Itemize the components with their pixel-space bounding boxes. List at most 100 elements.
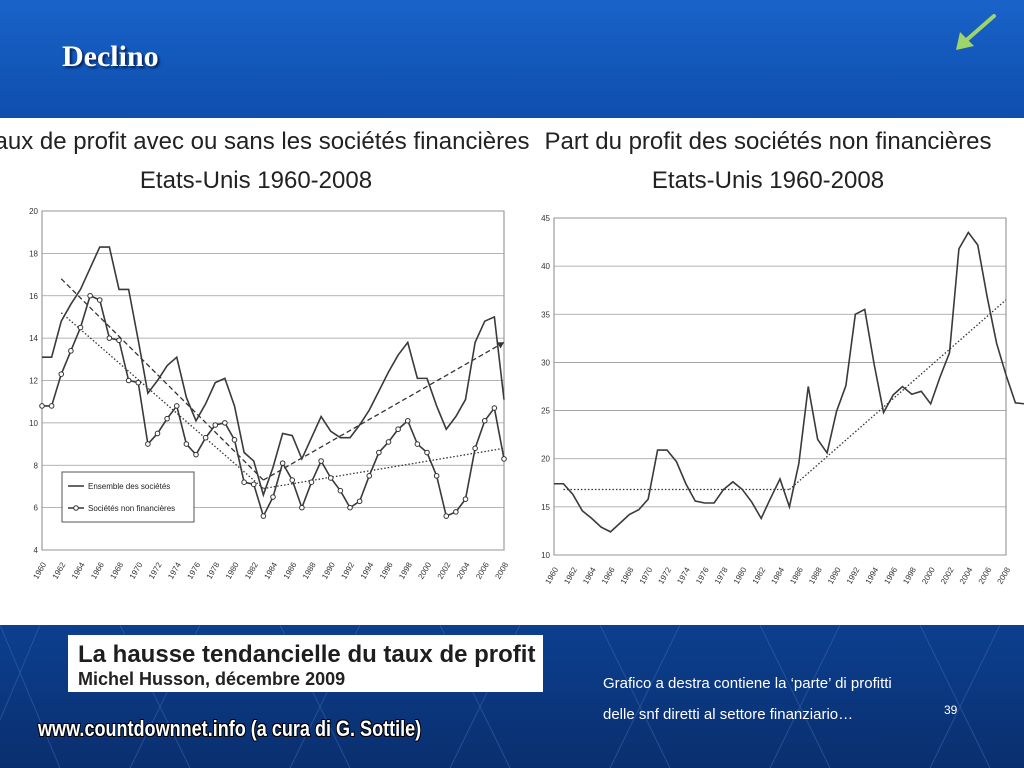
chart0-y-tick: 6 [34, 504, 39, 513]
chart0-x-tick: 2004 [455, 560, 472, 580]
chart1-title: Taux de profit avec ou sans les sociétés… [0, 128, 529, 155]
chart1-x-tick: 2004 [958, 565, 975, 585]
chart0-x-tick: 1968 [108, 560, 125, 580]
citation-title: La hausse tendancielle du taux de profit [78, 641, 536, 668]
back-arrow-icon[interactable] [952, 12, 1000, 54]
slide-header: Declino [0, 0, 1024, 118]
chart0-y-tick: 4 [34, 546, 39, 555]
chart0-x-tick: 1962 [51, 560, 68, 580]
chart0-data-point [308, 479, 315, 486]
chart1-x-tick: 1994 [864, 565, 881, 585]
chart0-x-tick: 1972 [147, 560, 164, 580]
chart0-data-point [87, 292, 93, 299]
chart0-x-tick: 1960 [31, 560, 48, 580]
chart1-x-tick: 1972 [656, 565, 673, 585]
chart0-data-point [202, 434, 209, 441]
chart0-x-tick: 1974 [166, 560, 183, 580]
chart0-data-point [77, 324, 84, 331]
chart0-x-tick: 1970 [128, 560, 145, 580]
chart0-data-point [135, 379, 142, 386]
chart1-x-tick: 1968 [619, 565, 636, 585]
chart0-data-point [453, 509, 459, 515]
chart0-legend-label: Ensemble des sociétés [88, 482, 170, 491]
note-text: Grafico a destra contiene la ‘parte’ di … [603, 668, 1003, 730]
chart0-data-point [366, 473, 373, 479]
chart0-x-tick: 2006 [474, 560, 491, 580]
chart0-y-tick: 18 [29, 249, 38, 258]
chart0-data-point [337, 487, 344, 494]
chart0-data-point [327, 475, 334, 481]
chart0-y-tick: 10 [29, 419, 38, 428]
chart1-y-tick: 20 [541, 455, 550, 464]
citation-author: Michel Husson, décembre 2009 [78, 669, 346, 689]
chart0-data-point [279, 460, 286, 466]
chart0-data-point [299, 504, 305, 511]
chart0-data-point [501, 456, 507, 462]
chart0-trendline [263, 447, 505, 490]
chart0-data-point [48, 403, 55, 409]
chart0-data-point [96, 297, 103, 303]
chart0-data-point [270, 494, 276, 500]
citation-box: La hausse tendancielle du taux de profit… [68, 635, 543, 692]
chart0-x-tick: 1978 [205, 560, 222, 580]
chart0-y-tick: 16 [29, 292, 38, 301]
chart0-data-point [250, 481, 257, 488]
chart1-x-tick: 1976 [694, 565, 711, 585]
chart1-y-tick: 15 [541, 503, 550, 512]
chart1-x-tick: 1966 [600, 565, 617, 585]
chart0-data-point [222, 420, 228, 426]
chart1-trendline [788, 299, 1007, 491]
chart0-trendline [60, 312, 264, 490]
chart1-x-tick: 1982 [751, 565, 768, 585]
chart0-data-point [356, 498, 363, 505]
chart0-data-point [347, 504, 353, 511]
chart1-x-tick: 1998 [901, 565, 918, 585]
chart1-x-tick: 1960 [543, 565, 560, 585]
chart1-x-tick: 1984 [769, 565, 786, 585]
chart0-data-point [106, 335, 113, 341]
chart0-data-point [414, 441, 421, 447]
chart1-y-tick: 30 [541, 358, 550, 367]
chart0-data-point [183, 441, 190, 447]
chart0-data-point [289, 477, 296, 483]
chart1-x-tick: 1986 [788, 565, 805, 585]
note-line-2: delle snf diretti al settore finanziario… [603, 706, 854, 723]
chart0-y-tick: 12 [29, 377, 38, 386]
slide-title: Declino [62, 40, 159, 73]
chart0-data-point [164, 415, 170, 422]
chart1-x-tick: 1980 [732, 565, 749, 585]
chart1-x-tick: 2000 [920, 565, 937, 585]
chart0-legend-label: Sociétés non financières [88, 504, 175, 513]
chart1-y-tick: 40 [541, 262, 550, 271]
chart0-data-point [145, 441, 151, 447]
chart1-plot-area [553, 217, 1007, 556]
note-line-1: Grafico a destra contiene la ‘parte’ di … [603, 675, 892, 692]
chart0-x-tick: 2008 [493, 560, 510, 580]
chart0-data-point [193, 451, 199, 458]
chart0-data-point [443, 513, 450, 519]
chart1-x-tick: 1970 [638, 565, 655, 585]
chart0-data-point [231, 437, 238, 443]
chart0-legend-marker [73, 505, 79, 511]
chart1-x-tick: 1996 [882, 565, 899, 585]
chart1-y-tick: 35 [541, 310, 550, 319]
chart0-data-point [58, 371, 65, 377]
chart0-series-line [42, 246, 505, 498]
charts-svg: Taux de profit avec ou sans les sociétés… [0, 128, 1024, 586]
chart0-data-point [462, 496, 469, 502]
chart1-y-tick: 10 [541, 551, 550, 560]
chart0-x-tick: 1988 [301, 560, 318, 580]
chart0-data-point [39, 403, 45, 409]
chart1-x-tick: 1990 [826, 565, 843, 585]
chart1-x-tick: 2006 [977, 565, 994, 585]
chart0-x-tick: 1986 [282, 560, 299, 580]
chart2-plot: 10 15 20 25 30 35 40 45 1960 1962 1964 1966 1968 1970… [541, 214, 1024, 586]
chart0-data-point [154, 430, 161, 437]
website-credit: www.countdownnet.info (a cura di G. Sott… [38, 716, 422, 741]
chart1-x-tick: 1978 [713, 565, 730, 585]
chart0-data-point [212, 422, 219, 428]
chart0-y-tick: 8 [34, 461, 39, 470]
chart0-x-tick: 2002 [436, 560, 453, 580]
chart0-data-point [376, 449, 382, 456]
